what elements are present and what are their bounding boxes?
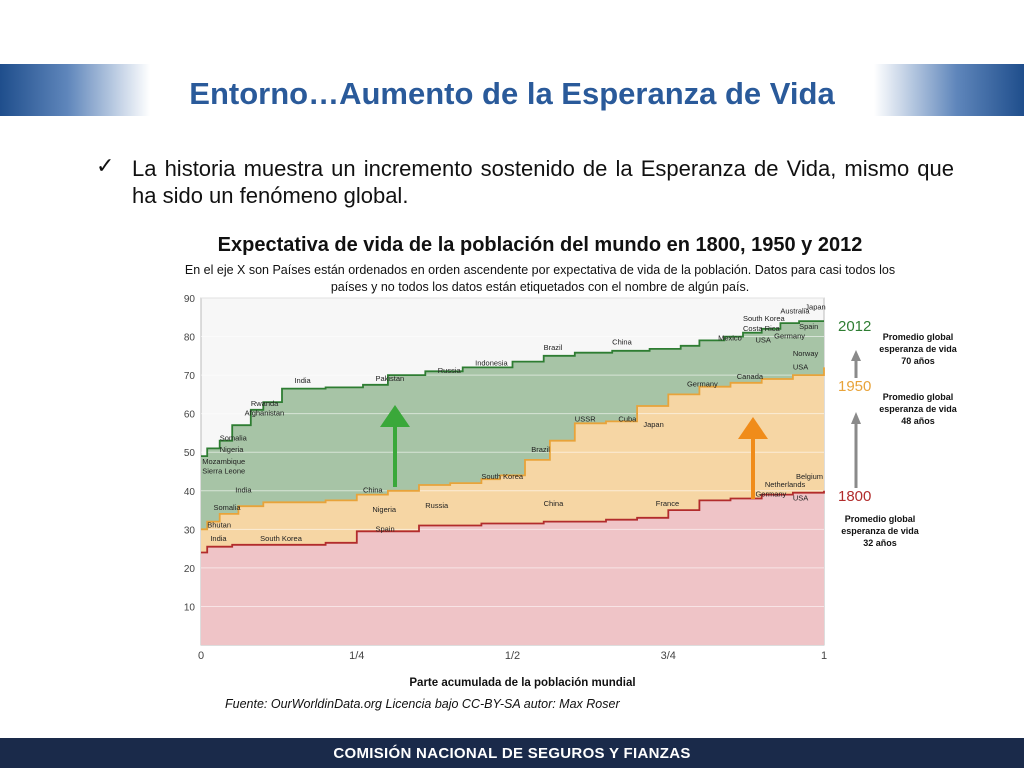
country-label: Nigeria xyxy=(372,505,397,514)
legend-note-1800: 32 años xyxy=(863,538,897,548)
country-label: Indonesia xyxy=(475,358,508,367)
arrow-orange-head xyxy=(738,417,768,439)
country-label: Belgium xyxy=(796,472,823,481)
line-2012 xyxy=(201,320,824,458)
country-label: India xyxy=(235,486,252,495)
line-1950 xyxy=(201,367,825,531)
country-label: Cuba xyxy=(618,414,637,423)
country-label: Mexico xyxy=(718,333,742,342)
x-axis-label: Parte acumulada de la población mundial xyxy=(409,677,635,689)
country-label: Spain xyxy=(799,322,818,331)
x-tick-label: 0 xyxy=(198,650,204,662)
country-label: Germany xyxy=(774,331,805,340)
y-tick-label: 70 xyxy=(184,371,196,382)
country-label: Afghanistan xyxy=(245,409,285,418)
country-label: Germany xyxy=(755,490,786,499)
legend-note-1950: 48 años xyxy=(901,416,935,426)
legend-note-1800: Promedio global xyxy=(845,514,916,524)
x-tick-label: 1 xyxy=(821,650,827,662)
country-label: Sierra Leone xyxy=(202,466,245,475)
x-tick-label: 3/4 xyxy=(661,650,676,662)
chart-subtitle: En el eje X son Países están ordenados e… xyxy=(184,263,896,294)
country-label: Brazil xyxy=(544,343,563,352)
slide-title: Entorno…Aumento de la Esperanza de Vida xyxy=(189,76,835,111)
legend-note-1800: esperanza de vida xyxy=(841,526,920,536)
y-tick-label: 60 xyxy=(184,410,196,421)
legend-note-1950: Promedio global xyxy=(883,392,954,402)
country-label: China xyxy=(363,486,383,495)
legend-year-2012: 2012 xyxy=(838,318,871,335)
country-label: Germany xyxy=(687,380,718,389)
arrow-green-head xyxy=(380,405,410,427)
header-band-left xyxy=(0,64,150,116)
country-label: Canada xyxy=(737,372,764,381)
legend-year-1950: 1950 xyxy=(838,378,871,395)
country-label: Rwanda xyxy=(251,399,279,408)
legend-year-1800: 1800 xyxy=(838,488,871,505)
country-label: Norway xyxy=(793,349,819,358)
source-text: Fuente: OurWorldinData.org Licencia bajo… xyxy=(225,697,620,711)
legend-note-2012: 70 años xyxy=(901,356,935,366)
legend-note-2012: Promedio global xyxy=(883,332,954,342)
country-label: Spain xyxy=(375,524,394,533)
y-tick-label: 20 xyxy=(184,564,196,575)
country-label: USA xyxy=(755,335,770,344)
country-label: South Korea xyxy=(481,472,524,481)
legend-arrow-upper-head xyxy=(851,350,861,361)
country-label: Somalia xyxy=(220,434,248,443)
country-label: South Korea xyxy=(260,534,303,543)
x-tick-label: 1/4 xyxy=(349,650,364,662)
y-tick-label: 80 xyxy=(184,333,196,344)
country-label: Australia xyxy=(780,306,810,315)
country-label: Russia xyxy=(438,366,462,375)
y-tick-label: 10 xyxy=(184,602,196,613)
legend-arrow-lower-head xyxy=(851,412,861,424)
country-label: Brazil xyxy=(531,445,550,454)
country-label: India xyxy=(294,376,311,385)
country-label: India xyxy=(210,534,227,543)
country-label: Japan xyxy=(643,420,663,429)
country-label: Netherlands xyxy=(765,480,806,489)
chart-title: Expectativa de vida de la población del … xyxy=(217,234,863,256)
country-label: Bhutan xyxy=(207,520,231,529)
country-label: Japan xyxy=(805,303,825,312)
y-tick-label: 30 xyxy=(184,525,196,536)
y-tick-label: 50 xyxy=(184,448,196,459)
country-label: Costa Rica xyxy=(743,324,781,333)
header-band-right xyxy=(874,64,1024,116)
country-label: Nigeria xyxy=(220,445,245,454)
country-label: Mozambique xyxy=(202,457,245,466)
country-label: South Korea xyxy=(743,314,786,323)
country-label: Somalia xyxy=(213,503,241,512)
y-tick-label: 40 xyxy=(184,487,196,498)
x-tick-label: 1/2 xyxy=(505,650,520,662)
country-label: France xyxy=(656,499,679,508)
y-tick-label: 90 xyxy=(184,294,196,305)
legend-note-1950: esperanza de vida xyxy=(879,404,958,414)
country-label: USSR xyxy=(575,414,596,423)
country-label: Russia xyxy=(425,501,449,510)
checkmark-icon: ✓ xyxy=(96,154,115,179)
country-label: China xyxy=(544,499,564,508)
legend-note-2012: esperanza de vida xyxy=(879,344,958,354)
country-label: China xyxy=(612,337,632,346)
footer-text: COMISIÓN NACIONAL DE SEGUROS Y FIANZAS xyxy=(333,745,691,762)
footer-bar xyxy=(0,738,1024,768)
country-label: USA xyxy=(793,493,808,502)
bullet-text: La historia muestra un incremento sosten… xyxy=(132,156,954,208)
country-label: USA xyxy=(793,362,808,371)
country-label: Pakistan xyxy=(375,374,404,383)
